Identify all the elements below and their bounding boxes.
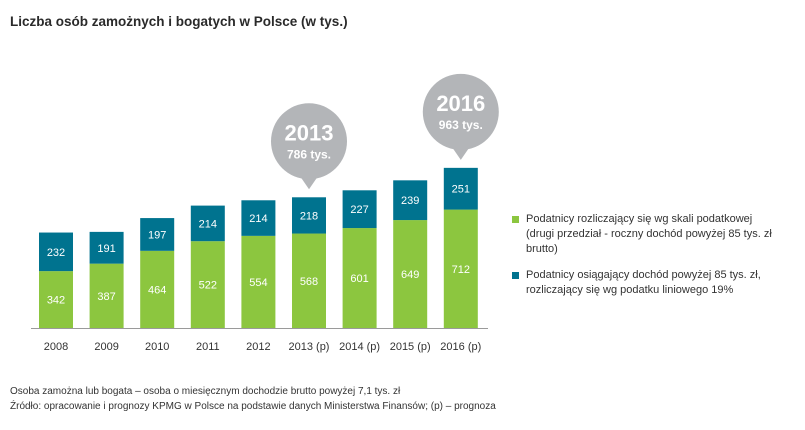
data-label-teal: 251 (452, 184, 470, 196)
data-label-teal: 227 (350, 204, 368, 216)
data-label-green: 387 (97, 291, 115, 303)
data-label-green: 712 (452, 264, 470, 276)
bar-segment-green (140, 250, 175, 328)
x-tick-label: 2016 (p) (440, 341, 481, 353)
bar-segment-green (241, 235, 276, 328)
x-tick-label: 2008 (44, 341, 68, 353)
legend-label-progressive-tax: Podatnicy rozliczający się wg skali poda… (526, 213, 772, 255)
source-note: Źródło: opracowanie i prognozy KPMG w Po… (10, 401, 496, 412)
annotation-total: 963 tys. (439, 118, 483, 132)
annotation-year: 2016 (436, 91, 485, 116)
data-label-green: 342 (47, 295, 65, 307)
x-tick-label: 2009 (94, 341, 118, 353)
data-label-teal: 214 (249, 213, 267, 225)
legend-swatch-green (512, 216, 519, 223)
annotation-bubble (422, 73, 499, 150)
data-label-teal: 214 (199, 218, 217, 230)
bar-segment-green (89, 263, 124, 328)
annotation-year: 2013 (285, 120, 334, 145)
data-label-teal: 218 (300, 210, 318, 222)
annotation-total: 786 tys. (287, 147, 331, 161)
bar-segment-green (190, 241, 225, 328)
bar-segment-teal (89, 231, 124, 264)
data-label-green: 568 (300, 276, 318, 288)
x-tick-label: 2012 (246, 341, 270, 353)
x-tick-label: 2011 (196, 341, 220, 353)
x-tick-label: 2010 (145, 341, 169, 353)
chart-title: Liczba osób zamożnych i bogatych w Polsc… (10, 14, 348, 29)
bar-segment-teal (241, 200, 276, 236)
bar-segment-teal (443, 167, 478, 210)
bar-segment-green (39, 271, 73, 328)
data-label-green: 522 (199, 280, 217, 292)
bar-segment-teal (292, 197, 326, 234)
bar-segment-green (292, 233, 326, 328)
data-label-green: 464 (148, 284, 166, 296)
bar-segment-green (443, 209, 478, 328)
data-label-green: 554 (249, 277, 267, 289)
data-label-teal: 232 (47, 247, 65, 259)
data-label-green: 649 (401, 269, 419, 281)
x-tick-label: 2013 (p) (289, 341, 330, 353)
bar-segment-teal (342, 190, 377, 229)
data-label-green: 601 (350, 273, 368, 285)
legend-swatch-teal (512, 272, 519, 279)
x-tick-label: 2014 (p) (339, 341, 380, 353)
annotation-bubble (271, 103, 347, 180)
bar-segment-teal (190, 205, 225, 242)
legend-label-flat-tax: Podatnicy osiągający dochód powyżej 85 t… (526, 269, 761, 296)
data-label-teal: 191 (97, 243, 115, 255)
bar-segment-green (393, 220, 428, 328)
data-label-teal: 239 (401, 195, 419, 207)
definition-note: Osoba zamożna lub bogata – osoba o miesi… (10, 386, 401, 397)
bar-segment-green (342, 228, 377, 328)
bar-segment-teal (393, 180, 428, 221)
x-tick-label: 2015 (p) (390, 341, 431, 353)
bar-segment-teal (39, 232, 73, 272)
data-label-teal: 197 (148, 229, 166, 241)
bar-segment-teal (140, 218, 175, 251)
